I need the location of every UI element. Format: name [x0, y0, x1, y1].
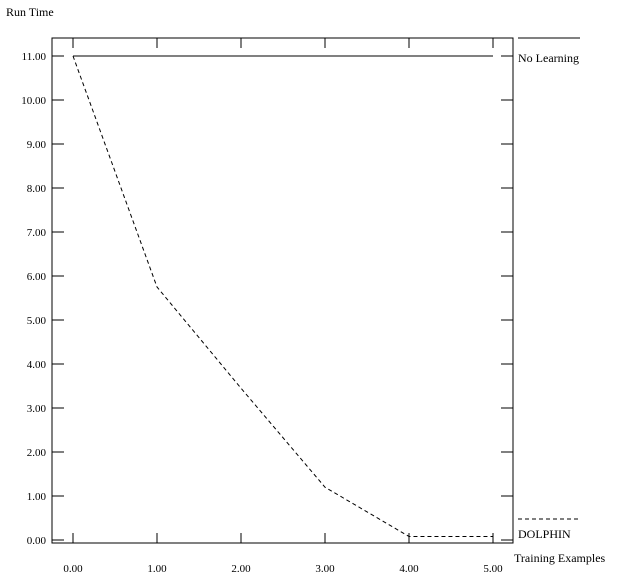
y-axis-label: Run Time: [6, 5, 54, 19]
y-tick-label: 1.00: [27, 491, 47, 503]
x-tick-label: 4.00: [399, 563, 419, 575]
x-tick-label: 1.00: [147, 563, 167, 575]
legend: No Learning DOLPHIN: [518, 37, 580, 541]
x-axis-label: Training Examples: [514, 551, 606, 565]
y-tick-label: 8.00: [27, 183, 47, 195]
y-tick-label: 0.00: [27, 535, 47, 547]
series-line-dolphin: [72, 55, 493, 537]
y-tick-label: 10.00: [21, 95, 46, 107]
plot-frame: [51, 37, 514, 544]
legend-label: No Learning: [518, 51, 579, 65]
y-tick-label: 9.00: [27, 139, 47, 151]
y-tick-label: 7.00: [27, 227, 47, 239]
series-lines: [72, 55, 493, 537]
x-tick-label: 2.00: [231, 563, 251, 575]
y-tick-label: 5.00: [27, 315, 47, 327]
y-tick-label: 4.00: [27, 359, 47, 371]
x-tick-label: 3.00: [315, 563, 335, 575]
x-tick-label: 0.00: [63, 563, 83, 575]
x-axis-ticks: 0.00 1.00 2.00 3.00 4.00 5.00: [63, 38, 503, 575]
x-tick-label: 5.00: [483, 563, 503, 575]
y-tick-label: 3.00: [27, 403, 47, 415]
y-tick-label: 6.00: [27, 271, 47, 283]
y-tick-label: 11.00: [22, 51, 47, 63]
y-tick-label: 2.00: [27, 447, 47, 459]
legend-label: DOLPHIN: [518, 527, 571, 541]
y-axis-ticks: 0.00 1.00 2.00 3.00 4.00 5.00 6.00 7.00 8.00 9.00…: [21, 51, 513, 547]
